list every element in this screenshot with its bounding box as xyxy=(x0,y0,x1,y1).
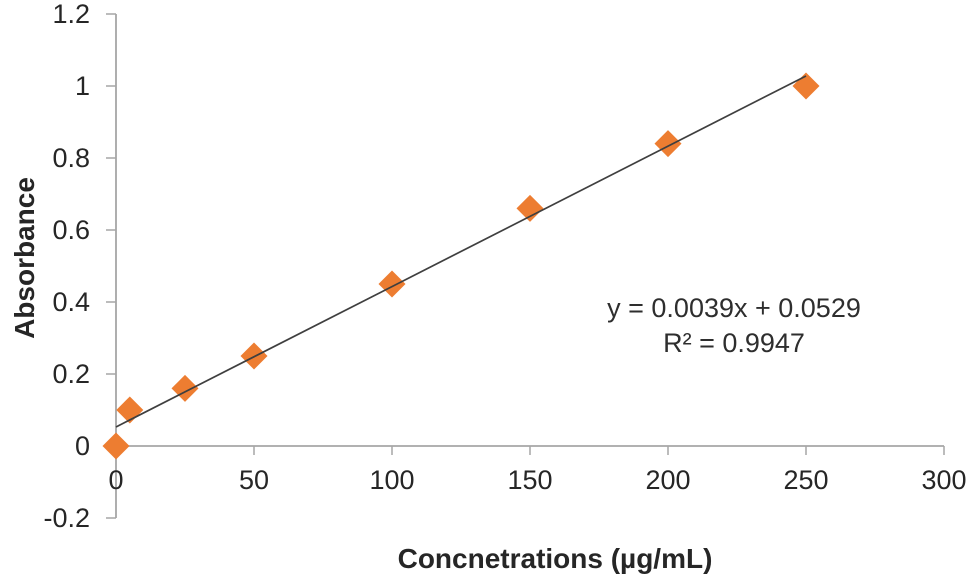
y-axis-tick-label: 0.6 xyxy=(52,215,90,245)
x-axis-tick-label: 300 xyxy=(921,465,966,495)
y-axis-tick-label: -0.2 xyxy=(43,503,90,533)
r-squared-text: R² = 0.9947 xyxy=(663,328,805,358)
y-axis-tick-label: 0.2 xyxy=(52,359,90,389)
data-point-marker xyxy=(171,374,199,402)
trendline xyxy=(115,75,807,428)
y-axis-tick-label: 1 xyxy=(75,71,90,101)
x-axis-tick-label: 250 xyxy=(783,465,828,495)
y-axis-tick-label: 1.2 xyxy=(52,0,90,29)
y-axis-tick-label: 0.8 xyxy=(52,143,90,173)
data-point-marker xyxy=(378,270,406,298)
y-axis-title: Absorbance xyxy=(9,177,40,339)
x-axis-tick-label: 200 xyxy=(645,465,690,495)
y-axis-tick-label: 0.4 xyxy=(52,287,90,317)
trendline-annotation: y = 0.0039x + 0.0529 R² = 0.9947 xyxy=(607,291,861,361)
data-point-marker xyxy=(654,130,682,158)
x-axis-tick-label: 50 xyxy=(239,465,269,495)
x-axis-title: Concnetrations (µg/mL) xyxy=(397,543,713,574)
data-point-marker xyxy=(516,194,544,222)
data-point-marker xyxy=(102,432,130,460)
x-axis-tick-label: 0 xyxy=(108,465,123,495)
y-axis-tick-label: 0 xyxy=(75,431,90,461)
x-axis-tick-label: 150 xyxy=(507,465,552,495)
trendline-equation-text: y = 0.0039x + 0.0529 xyxy=(607,293,861,323)
x-axis-tick-label: 100 xyxy=(369,465,414,495)
